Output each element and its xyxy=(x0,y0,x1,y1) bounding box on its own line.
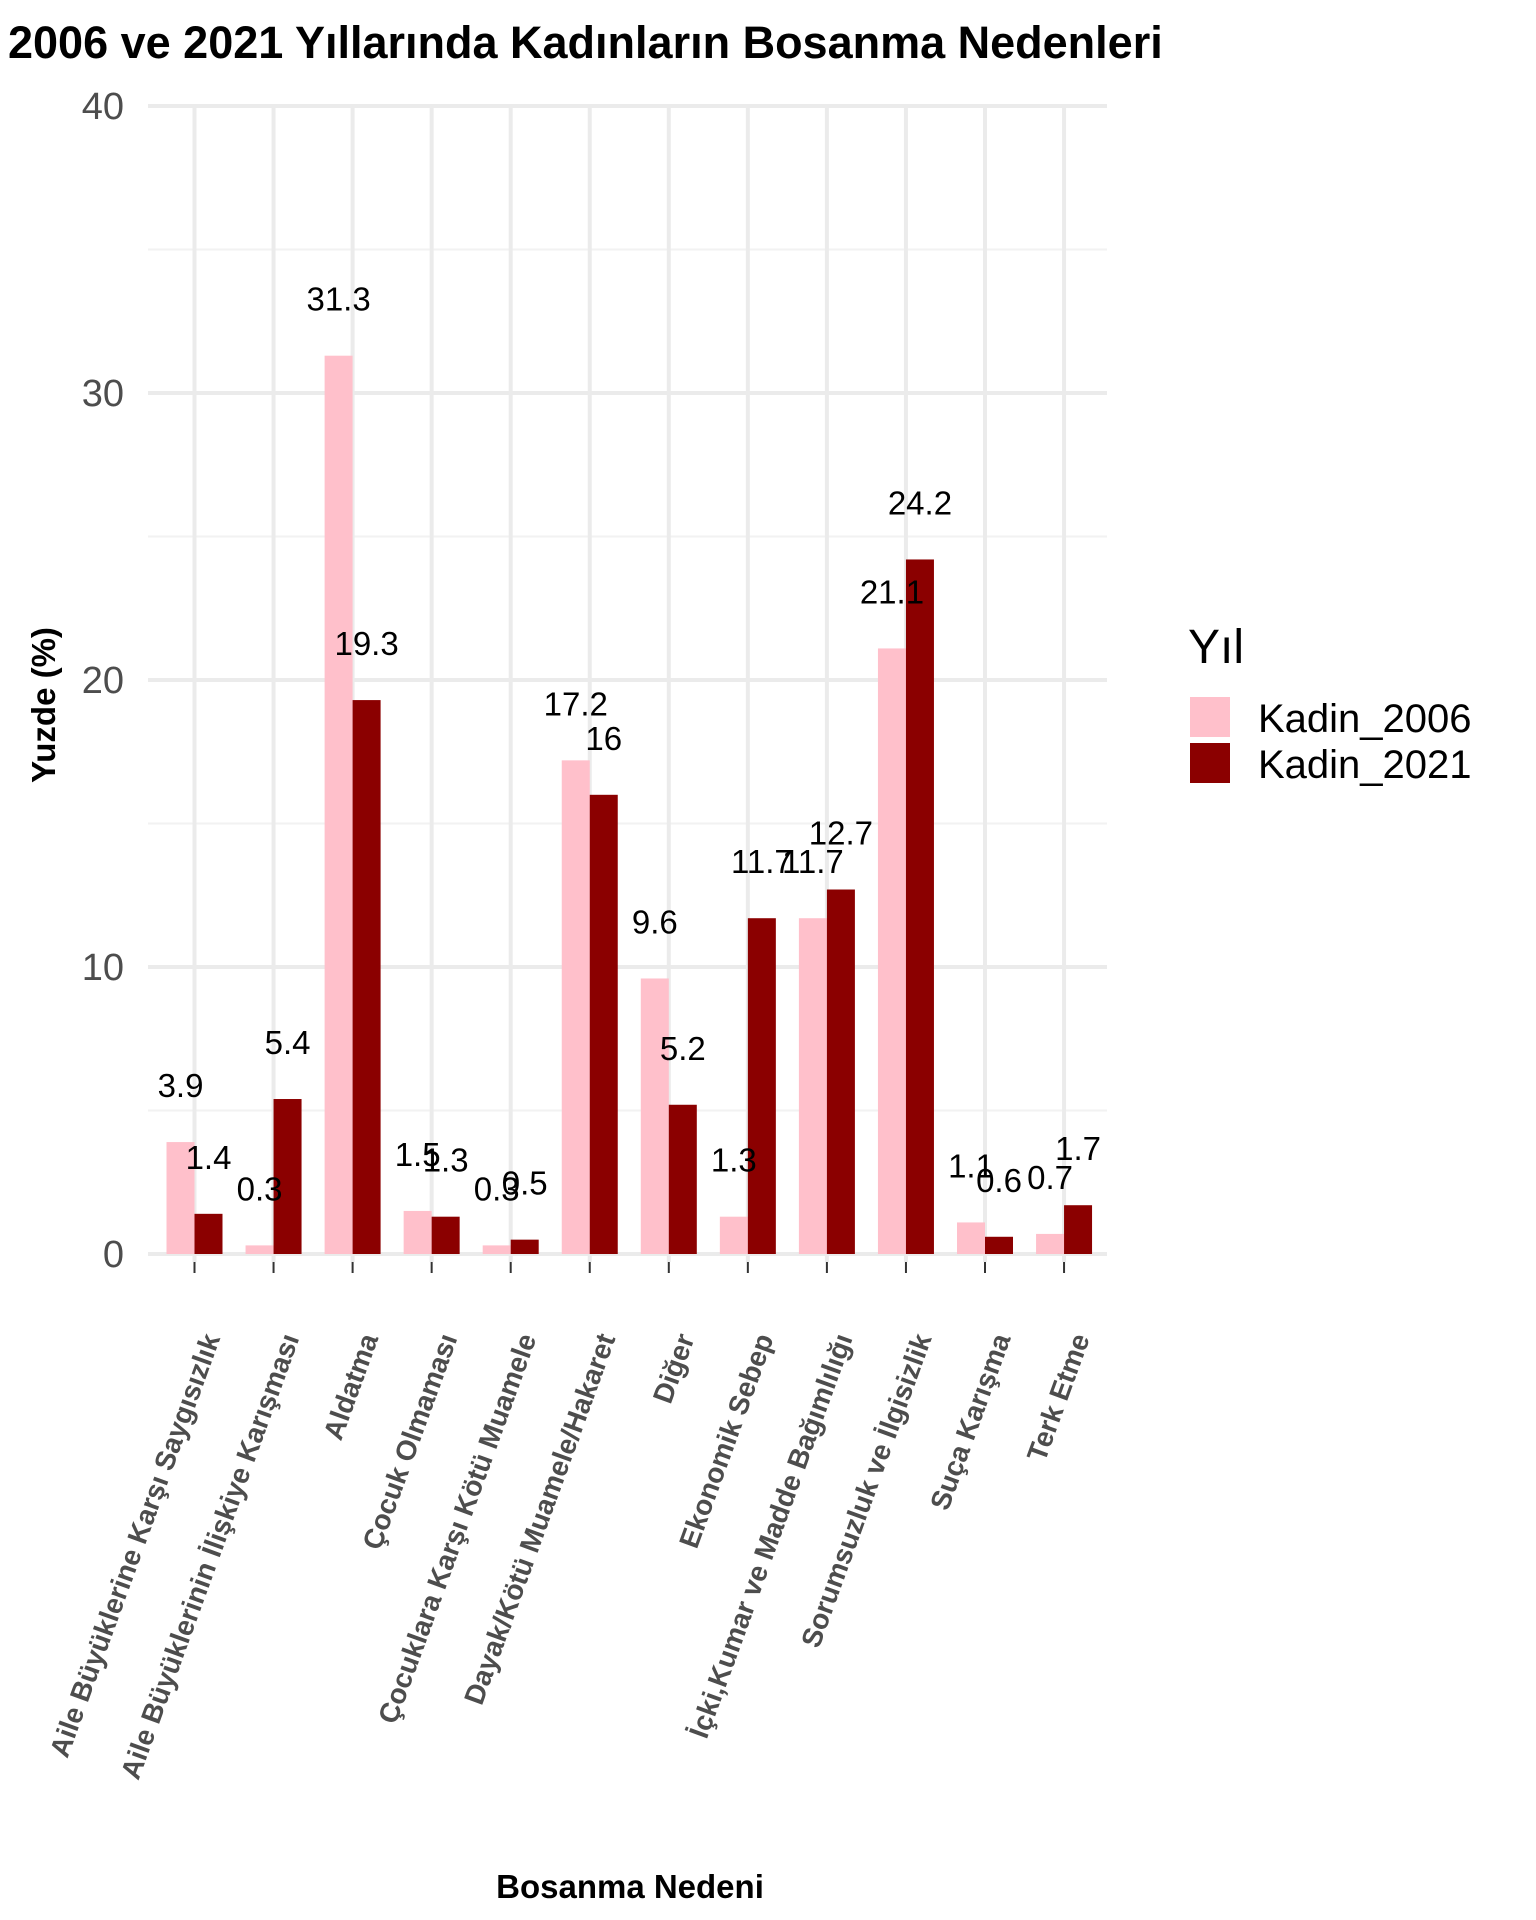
y-axis-title: Yuzde (%) xyxy=(25,627,62,783)
bar-kadin-2006-terk-etme xyxy=(1036,1233,1065,1254)
bar-value-label: 12.7 xyxy=(809,815,873,852)
legend-swatch-kadin-2021 xyxy=(1190,743,1230,783)
bar-value-label: 1.5 xyxy=(395,1136,441,1173)
bar-value-label: 1.7 xyxy=(1055,1130,1101,1167)
y-tick-label: 30 xyxy=(82,373,124,415)
bar-kadin-2006-aldatma xyxy=(324,355,353,1254)
bar-kadin-2021-i-cki-kumar-ve-madde-bagimliligi xyxy=(826,889,855,1254)
chart-title: 2006 ve 2021 Yıllarında Kadınların Bosan… xyxy=(8,17,1163,68)
bar-kadin-2006-ekonomik-sebep xyxy=(719,1216,748,1254)
bar-kadin-2006-aile-buyuklerine-karsi-saygisizlik xyxy=(166,1142,195,1254)
bar-value-label: 16 xyxy=(585,720,622,757)
y-tick-label: 20 xyxy=(82,660,124,702)
bar-kadin-2021-aldatma xyxy=(352,700,381,1254)
bar-value-label: 1.1 xyxy=(948,1147,994,1184)
legend-swatch-kadin-2006 xyxy=(1190,697,1230,737)
legend-title: Yıl xyxy=(1188,621,1244,674)
bar-value-label: 17.2 xyxy=(544,685,608,722)
bar-kadin-2006-dayak-kotu-muamele-hakaret xyxy=(561,760,590,1254)
bar-value-label: 0.6 xyxy=(976,1162,1022,1199)
x-axis-title: Bosanma Nedeni xyxy=(496,1868,764,1905)
bar-value-label: 0.5 xyxy=(502,1165,548,1202)
legend-label-kadin-2006: Kadin_2006 xyxy=(1258,697,1472,741)
bar-kadin-2006-cocuklara-karsi-kotu-muamele xyxy=(482,1245,511,1254)
bar-kadin-2006-aile-buyuklerinin-i-liskiye-karismasi xyxy=(245,1245,274,1254)
bar-value-label: 3.9 xyxy=(158,1067,204,1104)
y-tick-label: 10 xyxy=(82,947,124,989)
bar-value-label: 0.7 xyxy=(1027,1159,1073,1196)
bar-kadin-2006-sorumsuzluk-ve-i-lgisizlik xyxy=(877,648,906,1254)
bar-kadin-2021-aile-buyuklerine-karsi-saygisizlik xyxy=(194,1213,223,1254)
bar-kadin-2021-dayak-kotu-muamele-hakaret xyxy=(589,794,618,1254)
bar-kadin-2006-suca-karisma xyxy=(957,1222,985,1254)
bar-kadin-2021-cocuk-olmamasi xyxy=(431,1216,460,1254)
bar-kadin-2006-cocuk-olmamasi xyxy=(403,1210,432,1254)
bars xyxy=(166,355,1093,1254)
x-tick-label-dayak-kotu-muamele-hakaret: Dayak/Kötü Muamele/Hakaret xyxy=(458,1329,621,1708)
y-tick-label: 40 xyxy=(82,86,124,128)
bar-value-label: 24.2 xyxy=(888,484,952,521)
x-tick-label-suca-karisma: Suça Karışma xyxy=(924,1329,1017,1514)
bar-value-label: 5.4 xyxy=(265,1024,311,1061)
bar-kadin-2021-ekonomik-sebep xyxy=(747,918,776,1254)
bar-value-label: 1.3 xyxy=(711,1142,757,1179)
x-tick-label-diger: Diğer xyxy=(647,1329,701,1407)
bar-kadin-2021-sorumsuzluk-ve-i-lgisizlik xyxy=(905,559,934,1254)
x-tick-label-i-cki-kumar-ve-madde-bagimliligi: İçki,Kumar ve Madde Bağımlılığı xyxy=(683,1329,858,1742)
bar-kadin-2021-cocuklara-karsi-kotu-muamele xyxy=(510,1239,539,1254)
bar-value-label: 11.7 xyxy=(782,843,844,880)
bar-kadin-2021-suca-karisma xyxy=(985,1236,1013,1254)
x-tick-label-aldatma: Aldatma xyxy=(317,1329,384,1444)
bar-value-label: 0.3 xyxy=(474,1170,520,1207)
bar-value-label: 9.6 xyxy=(632,903,678,940)
bar-value-label: 0.3 xyxy=(237,1170,283,1207)
y-tick-label: 0 xyxy=(103,1234,124,1276)
bar-kadin-2021-terk-etme xyxy=(1064,1205,1093,1254)
bar-kadin-2021-diger xyxy=(668,1104,697,1254)
bar-kadin-2006-i-cki-kumar-ve-madde-bagimliligi xyxy=(798,918,827,1254)
bar-value-label: 19.3 xyxy=(334,625,398,662)
bar-value-labels: 3.91.40.35.431.319.31.51.30.30.517.2169.… xyxy=(158,281,1101,1208)
bar-value-label: 31.3 xyxy=(306,281,370,318)
x-tick-label-terk-etme: Terk Etme xyxy=(1021,1329,1096,1465)
bar-value-label: 21.1 xyxy=(860,573,924,610)
legend-label-kadin-2021: Kadin_2021 xyxy=(1258,743,1472,787)
bar-value-label: 1.3 xyxy=(423,1142,469,1179)
grid xyxy=(148,104,1107,1262)
y-axis: 0 10 20 30 40 xyxy=(82,86,124,1276)
bar-value-label: 5.2 xyxy=(660,1030,706,1067)
x-tick-label-cocuklara-karsi-kotu-muamele: Çocuklara Karşı Kötü Muamele xyxy=(372,1329,542,1727)
bar-value-label: 1.4 xyxy=(186,1139,232,1176)
bar-value-label: 11.7 xyxy=(731,843,793,880)
bar-kadin-2021-aile-buyuklerinin-i-liskiye-karismasi xyxy=(273,1099,302,1254)
legend: Yıl Kadin_2006 Kadin_2021 xyxy=(1188,621,1472,787)
bar-kadin-2006-diger xyxy=(640,978,669,1254)
